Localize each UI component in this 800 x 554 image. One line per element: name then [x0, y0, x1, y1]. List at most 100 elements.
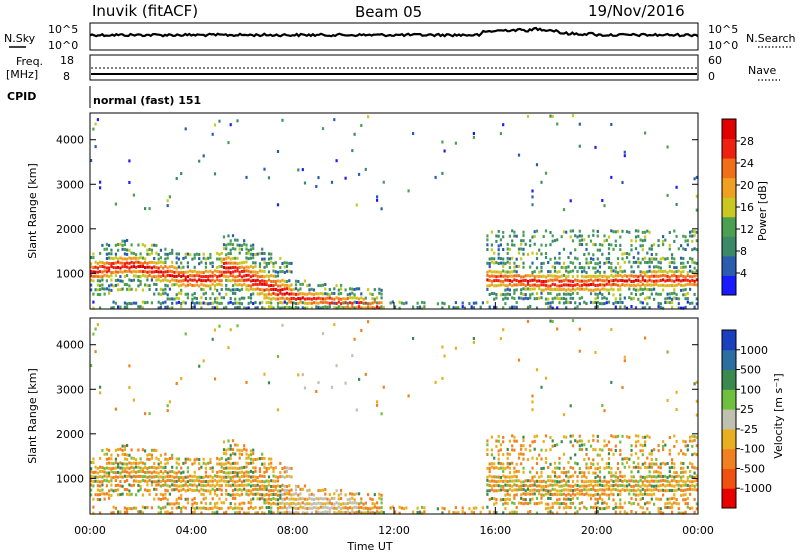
power-cell: [522, 282, 525, 286]
y-tick-label: 2000: [56, 428, 84, 441]
power-cell: [328, 301, 331, 305]
power-cell: [578, 229, 581, 233]
velocity-cell: [648, 488, 651, 492]
velocity-cell: [556, 443, 559, 447]
velocity-cell: [272, 489, 275, 493]
velocity-cell: [671, 497, 674, 501]
velocity-cell: [373, 511, 376, 515]
power-cell: [216, 301, 219, 305]
velocity-cell: [94, 493, 97, 497]
velocity-cell: [490, 462, 493, 466]
power-cell: [639, 280, 642, 283]
velocity-cell: [659, 471, 662, 475]
velocity-cell: [267, 475, 271, 479]
power-cell: [236, 275, 239, 278]
power-cell: [578, 262, 581, 265]
velocity-cell: [168, 474, 171, 478]
power-cell: [144, 266, 147, 269]
velocity-cell: [524, 479, 527, 483]
velocity-cell: [630, 485, 633, 488]
power-cell: [315, 305, 318, 309]
velocity-cell: [589, 466, 593, 469]
power-cell: [274, 280, 277, 283]
power-cell: [252, 292, 255, 296]
power-cell: [520, 291, 523, 295]
velocity-cell: [157, 497, 160, 501]
power-cell: [441, 306, 444, 310]
power-cell: [236, 283, 239, 287]
power-cell: [522, 252, 525, 256]
velocity-cell: [646, 507, 649, 511]
power-cell: [662, 283, 665, 287]
power-cell: [549, 257, 552, 261]
velocity-cell: [673, 493, 676, 497]
velocity-cell: [177, 476, 180, 480]
power-cell: [675, 234, 678, 238]
velocity-cell: [662, 478, 665, 482]
power-cell: [619, 235, 622, 239]
power-cell: [666, 145, 669, 149]
power-cell: [193, 253, 196, 257]
velocity-cell: [677, 452, 680, 456]
power-cell: [92, 275, 95, 278]
velocity-cell: [560, 493, 563, 497]
power-cell: [682, 278, 685, 282]
velocity-cell: [130, 484, 133, 488]
velocity-cell: [646, 484, 649, 488]
power-cell: [378, 287, 381, 291]
power-cell: [342, 297, 345, 301]
velocity-cell: [668, 480, 671, 484]
power-cell: [607, 252, 611, 256]
power-cell: [634, 278, 638, 282]
nsearch-label: N.Search: [746, 32, 796, 45]
velocity-cell: [610, 484, 613, 488]
velocity-cell: [607, 480, 611, 484]
power-cell: [272, 279, 275, 283]
power-cell: [502, 261, 505, 265]
velocity-cell: [693, 382, 696, 386]
velocity-cell: [249, 489, 253, 493]
power-cell: [603, 234, 606, 238]
velocity-cell: [108, 467, 111, 470]
power-cell: [137, 256, 140, 260]
velocity-cell: [585, 488, 588, 492]
velocity-cell: [353, 337, 356, 341]
velocity-cell: [355, 501, 358, 505]
velocity-cell: [490, 435, 493, 439]
velocity-cell: [252, 466, 255, 470]
velocity-cell: [254, 506, 257, 509]
power-cell: [551, 115, 554, 118]
velocity-cell: [184, 332, 187, 336]
power-cell: [333, 118, 336, 122]
power-cell: [164, 270, 167, 274]
power-cell: [258, 262, 262, 266]
power-cell: [675, 283, 678, 287]
velocity-cell: [540, 485, 543, 488]
power-cell: [229, 252, 232, 256]
velocity-cell: [567, 492, 570, 496]
x-tick-label: 00:00: [682, 524, 714, 537]
velocity-cell: [533, 480, 536, 484]
velocity-cell: [691, 483, 694, 487]
power-cell: [538, 275, 541, 278]
power-cell: [330, 301, 334, 305]
power-cell: [119, 288, 122, 292]
power-cell: [218, 279, 221, 283]
power-cell: [189, 283, 192, 286]
power-cell: [689, 256, 692, 260]
time-xlabel: Time UT: [346, 540, 392, 553]
velocity-cell: [511, 448, 514, 452]
power-cell: [175, 256, 178, 260]
velocity-cell: [252, 461, 255, 465]
power-cell: [351, 296, 354, 300]
velocity-cell: [553, 474, 557, 478]
velocity-cell: [249, 457, 253, 461]
velocity-cell: [628, 492, 631, 496]
velocity-cell: [664, 502, 667, 506]
velocity-cell: [236, 461, 239, 465]
velocity-cell: [358, 502, 361, 506]
power-cell: [522, 265, 525, 269]
power-cell: [211, 278, 214, 282]
power-cell: [164, 257, 167, 261]
velocity-cell: [227, 466, 230, 470]
